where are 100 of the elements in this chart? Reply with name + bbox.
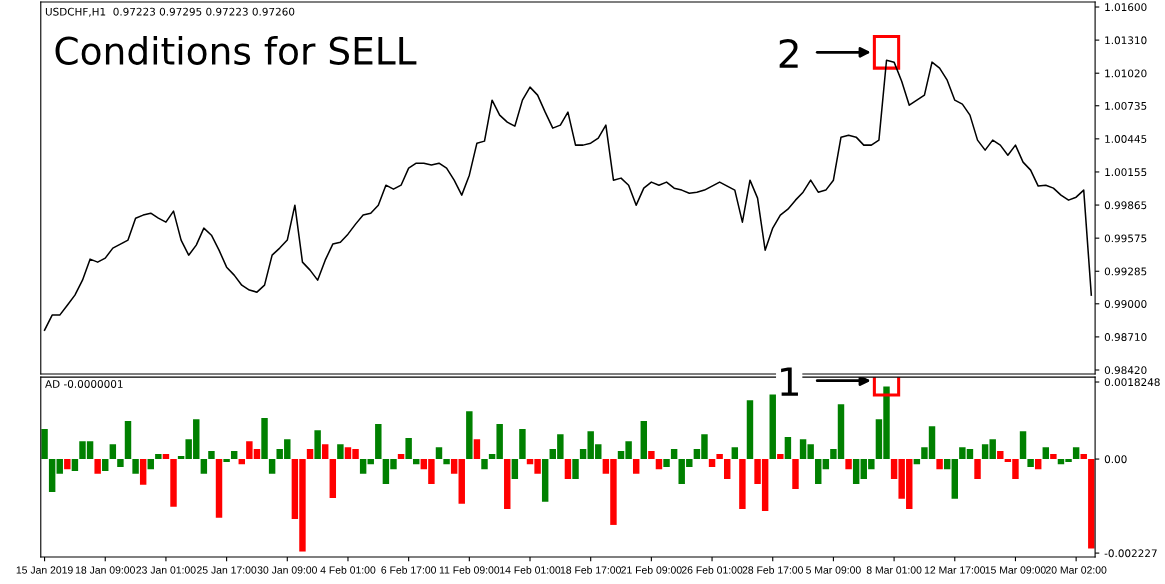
y-tick-label: 1.00735 [1105, 101, 1147, 110]
y-tick-label: -0.002227 [1104, 549, 1157, 558]
y-tick-label: 0.99000 [1104, 300, 1147, 308]
bar [648, 451, 655, 460]
bar [208, 451, 215, 460]
text: Conditions for SELL [55, 35, 417, 65]
bar [56, 459, 63, 474]
x-tick-label: 26 Feb 01:00 [681, 566, 743, 574]
x-tick-label: 21 Feb 09:00 [621, 566, 682, 574]
bar [943, 459, 951, 470]
bar [1072, 447, 1080, 460]
bar [1034, 459, 1042, 470]
bar [784, 437, 792, 460]
bar [367, 459, 374, 465]
bar [777, 453, 784, 460]
y-tick-label: 1.00445 [1105, 135, 1147, 143]
bar [769, 394, 776, 460]
bar [504, 459, 511, 509]
x-tick-label: 4 Feb 01:00 [320, 566, 376, 574]
x-tick-label: 8 Mar 01:00 [866, 566, 922, 574]
bar [147, 459, 154, 470]
bar [519, 429, 526, 460]
bar [41, 429, 48, 460]
bar [314, 430, 321, 460]
bar [655, 459, 663, 470]
bar [435, 447, 443, 460]
bar [109, 444, 117, 460]
bar [155, 453, 162, 460]
x-tick-label: 15 Mar 09:00 [985, 566, 1046, 574]
bar [443, 459, 450, 465]
y-tick-label: 1.01020 [1105, 69, 1147, 78]
bar [1019, 431, 1027, 460]
bar [268, 459, 276, 474]
bar [306, 448, 314, 460]
bar [1050, 453, 1057, 460]
bar [473, 439, 481, 460]
y-tick-label: 1.00155 [1105, 168, 1147, 177]
bar [511, 459, 519, 479]
x-tick-label: 25 Jan 17:00 [197, 566, 257, 574]
annotation: 2 [779, 38, 798, 68]
bar [1080, 453, 1087, 460]
bar [731, 447, 739, 460]
x-tick-label: 28 Feb 17:00 [742, 566, 804, 574]
x-tick-label: 30 Jan 09:00 [257, 566, 317, 574]
x-tick-label: 12 Mar 17:00 [924, 566, 986, 574]
bar [1088, 459, 1095, 549]
bar [94, 459, 101, 474]
bar [815, 459, 822, 484]
bar [670, 448, 678, 460]
bar [792, 459, 799, 490]
y-tick-label: 0.99865 [1104, 201, 1147, 210]
bar [951, 459, 958, 499]
bar [974, 459, 981, 479]
bar [375, 424, 382, 460]
bar [261, 418, 268, 460]
bar [223, 459, 230, 463]
bar [822, 459, 830, 470]
bar [466, 411, 473, 460]
bar [481, 459, 488, 470]
bar [413, 459, 420, 465]
y-tick-label: 0.98420 [1104, 366, 1147, 375]
bar [117, 459, 124, 468]
bar [1042, 447, 1050, 460]
bar [716, 453, 723, 460]
bar [102, 459, 109, 471]
bar [852, 459, 860, 484]
bar [640, 421, 648, 460]
bar [238, 459, 245, 465]
bar [997, 451, 1004, 460]
bar [321, 444, 329, 460]
bar [632, 459, 640, 474]
bar [124, 421, 132, 460]
x-tick-label: 14 Feb 01:00 [500, 566, 561, 574]
bar [405, 437, 412, 460]
x-tick-label: 15 Jan 2019 [16, 566, 73, 574]
y-tick-label: 0.99285 [1104, 267, 1147, 276]
annotation: 1 [781, 367, 798, 396]
bar [564, 459, 572, 479]
bar [458, 459, 465, 504]
bar [936, 459, 943, 470]
x-tick-label: 23 Jan 01:00 [136, 566, 196, 574]
bar [397, 453, 405, 460]
bar [708, 459, 716, 468]
x-tick-label: 20 Mar 02:00 [1045, 566, 1107, 574]
bar [64, 459, 71, 470]
bar [170, 459, 177, 507]
x-tick-label: 6 Feb 17:00 [381, 566, 437, 574]
bar [132, 459, 139, 474]
chart-subtitle: AD -0.0000001 [45, 380, 123, 388]
bar [359, 459, 367, 474]
y-tick-label: 1.01310 [1105, 36, 1147, 45]
bar [71, 459, 79, 471]
x-tick-label: 18 Feb 17:00 [560, 566, 621, 574]
bar [541, 459, 549, 502]
x-tick-label: 5 Mar 09:00 [806, 566, 861, 574]
y-tick-label: 0.98710 [1104, 333, 1147, 341]
bar [845, 459, 852, 470]
x-tick-label: 18 Jan 09:00 [75, 566, 135, 574]
bar [329, 459, 337, 498]
bar [450, 459, 458, 474]
